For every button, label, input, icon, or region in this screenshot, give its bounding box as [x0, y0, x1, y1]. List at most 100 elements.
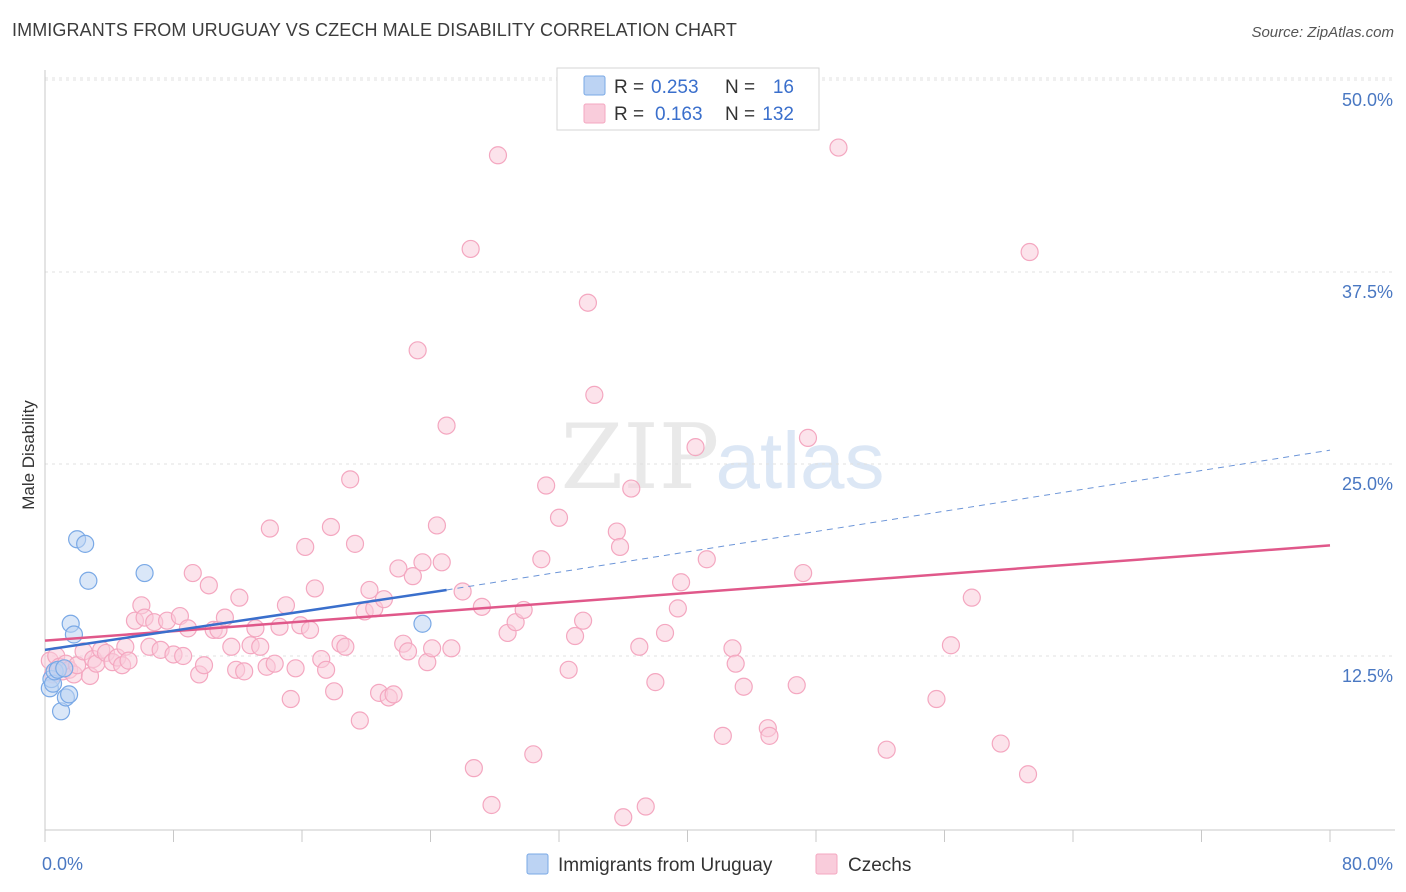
czechs-point-108 — [655, 623, 675, 643]
czechs-point-119 — [787, 676, 806, 695]
czechs-point-101 — [607, 522, 626, 541]
czechs-point-19 — [119, 651, 138, 670]
czechs-point-121 — [798, 428, 818, 447]
czechs-point-80 — [427, 516, 447, 535]
czechs-point-92 — [524, 745, 543, 764]
czechs-point-38 — [222, 637, 241, 656]
czechs-point-122 — [829, 138, 848, 157]
watermark-zip: ZIP — [561, 405, 720, 510]
czechs-point-84 — [453, 582, 472, 601]
uruguay-point-8 — [59, 685, 79, 704]
czechs-point-46 — [260, 519, 279, 538]
czechs-point-72 — [389, 559, 408, 578]
czechs-point-93 — [532, 550, 551, 569]
czechs-point-120 — [794, 563, 813, 583]
y-axis-label: Male Disability — [19, 400, 38, 510]
czechs-point-57 — [316, 660, 336, 679]
czechs-point-48 — [270, 617, 289, 636]
czechs-point-94 — [537, 476, 556, 495]
legend-top: R = 0.253 N = 16 R = 0.163 N = 132 — [556, 67, 820, 131]
legend-czechs-r-value: 0.163 — [655, 104, 703, 125]
czechs-point-102 — [610, 537, 630, 557]
czechs-point-61 — [336, 637, 355, 656]
source-credit: Source: ZipAtlas.com — [1251, 24, 1394, 41]
gridlines — [45, 77, 1395, 657]
czechs-point-75 — [403, 567, 422, 586]
legend-czechs-n-label: N = — [725, 104, 755, 125]
czechs-point-50 — [281, 689, 300, 709]
y-tick-label-0: 12.5% — [1342, 666, 1393, 686]
czechs-point-64 — [350, 711, 369, 730]
czechs-point-105 — [630, 637, 649, 656]
czechs-point-43 — [246, 619, 265, 638]
czechs-point-34 — [199, 576, 218, 595]
czechs-point-111 — [686, 438, 705, 457]
legend-uruguay-n-value: 16 — [773, 77, 794, 98]
x-tick-labels: 0.0% 80.0% — [42, 854, 1393, 874]
x-ticks — [44, 830, 1331, 842]
czechs-point-54 — [300, 620, 320, 639]
czechs-point-40 — [230, 588, 249, 607]
czechs-point-63 — [345, 534, 365, 553]
czechs-point-110 — [671, 573, 691, 592]
czechs-point-95 — [549, 508, 569, 527]
legend-swatch-uruguay — [583, 75, 606, 96]
legend-czechs-n-value: 132 — [762, 104, 794, 125]
czechs-point-76 — [408, 341, 427, 360]
czechs-point-59 — [325, 682, 344, 701]
czechs-point-58 — [321, 517, 341, 537]
watermark-atlas: atlas — [716, 416, 885, 505]
czechs-point-103 — [614, 808, 633, 827]
legend-bottom-label-czechs: Czechs — [848, 855, 911, 876]
czechs-point-97 — [565, 626, 585, 646]
czechs-point-47 — [265, 654, 284, 673]
czechs-points — [40, 138, 1039, 827]
czechs-point-114 — [723, 639, 742, 658]
czechs-point-53 — [296, 537, 315, 557]
czechs-point-109 — [668, 599, 687, 618]
czechs-point-33 — [194, 656, 214, 675]
uruguay-point-14 — [135, 563, 154, 583]
czechs-point-88 — [488, 146, 508, 165]
legend-swatch-czechs — [583, 103, 606, 124]
czechs-point-129 — [1020, 242, 1039, 262]
y-tick-labels: 12.5% 25.0% 37.5% 50.0% — [1342, 90, 1393, 686]
czechs-point-31 — [183, 563, 202, 583]
czechs-point-55 — [305, 579, 324, 598]
uruguay-point-13 — [79, 571, 98, 590]
czechs-point-83 — [442, 639, 461, 658]
y-tick-label-2: 37.5% — [1342, 282, 1393, 302]
czechs-point-82 — [437, 416, 456, 435]
uruguay-trend-line — [44, 588, 447, 652]
czechs-point-29 — [174, 646, 193, 666]
legend-bottom-label-uruguay: Immigrants from Uruguay — [558, 855, 773, 876]
czechs-point-87 — [482, 795, 501, 815]
czechs-point-125 — [941, 636, 961, 655]
legend-czechs-r-label: R = — [614, 104, 644, 125]
czechs-point-100 — [585, 385, 604, 404]
czechs-point-79 — [423, 639, 442, 658]
czechs-point-126 — [962, 588, 981, 607]
czechs-point-71 — [384, 685, 403, 704]
legend-uruguay-n-label: N = — [725, 77, 755, 98]
czechs-trend-line — [44, 544, 1331, 642]
uruguay-point-12 — [76, 534, 95, 553]
czechs-point-62 — [341, 470, 360, 489]
czechs-point-85 — [464, 759, 483, 778]
czechs-point-49 — [276, 596, 296, 615]
uruguay-point-10 — [64, 625, 84, 644]
czechs-point-74 — [398, 642, 418, 661]
x-tick-label-0: 0.0% — [42, 854, 83, 874]
axes — [44, 70, 1395, 831]
legend-bottom-swatch-uruguay — [526, 853, 549, 875]
legend-uruguay-r-label: R = — [614, 77, 644, 98]
legend-uruguay-r-value: 0.253 — [651, 77, 699, 98]
trend-lines — [44, 449, 1331, 652]
czechs-point-130 — [461, 239, 480, 259]
czechs-point-104 — [622, 479, 641, 498]
y-tick-label-3: 50.0% — [1342, 90, 1393, 110]
uruguay-point-15 — [413, 614, 432, 633]
x-tick-label-1: 80.0% — [1342, 854, 1393, 874]
czechs-point-116 — [734, 677, 753, 696]
czechs-point-99 — [578, 293, 598, 312]
